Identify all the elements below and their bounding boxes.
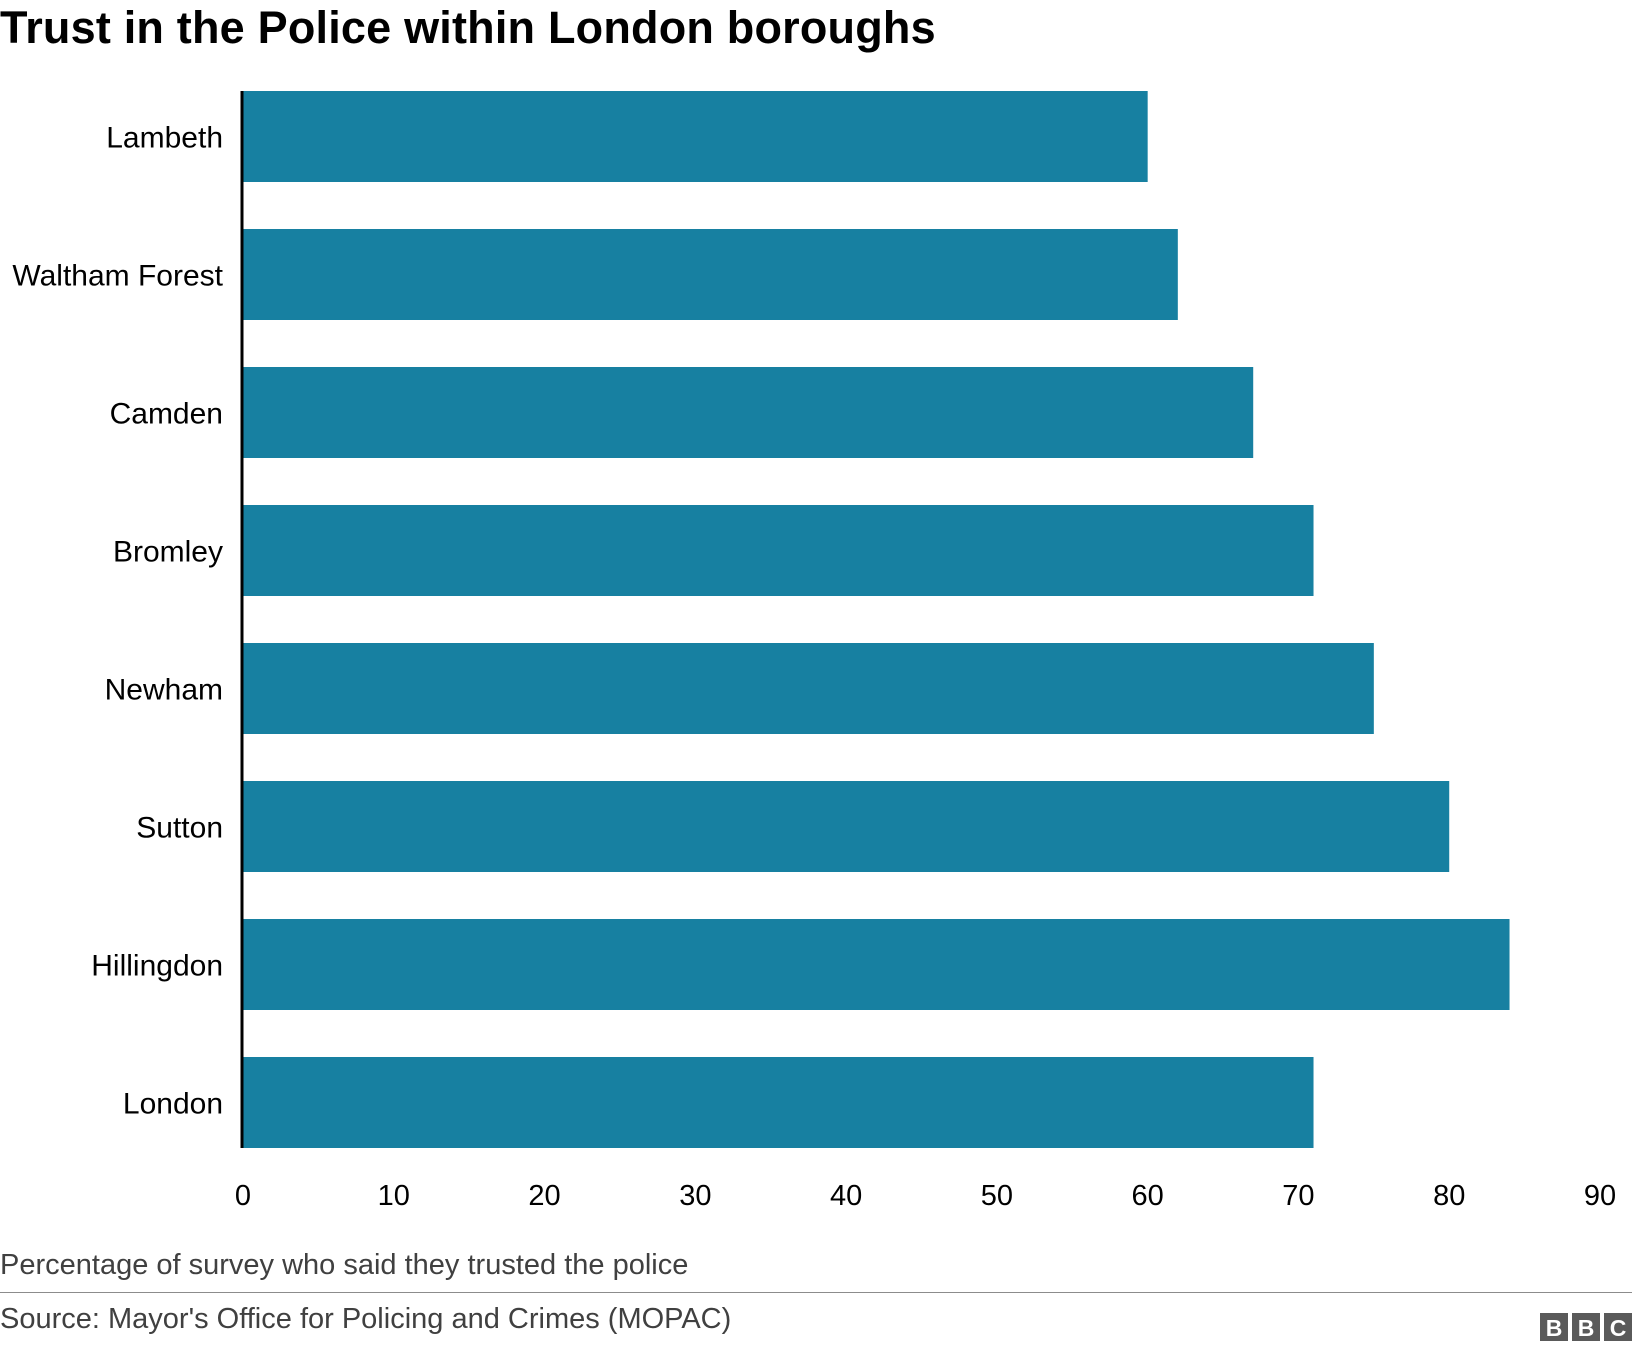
category-label: Newham (105, 674, 223, 707)
logo-letter-2: B (1578, 1315, 1595, 1341)
x-tick-label: 50 (981, 1180, 1013, 1212)
x-tick-label: 10 (378, 1180, 410, 1212)
category-label: Waltham Forest (12, 260, 223, 293)
x-tick-label: 90 (1584, 1180, 1616, 1212)
x-axis-note: Percentage of survey who said they trust… (0, 1249, 689, 1281)
bbc-logo-box-1: B (1540, 1313, 1568, 1341)
bar-sutton (243, 781, 1450, 872)
bar-newham (243, 643, 1374, 734)
footer-divider (0, 1292, 1632, 1293)
chart-title: Trust in the Police within London boroug… (0, 2, 936, 53)
x-tick-labels-group: 0 10 20 30 40 50 60 70 80 90 (235, 1180, 1616, 1212)
bar-waltham-forest (243, 229, 1178, 320)
bbc-logo: B B C (1540, 1313, 1632, 1341)
logo-letter-1: B (1546, 1315, 1563, 1341)
bbc-logo-box-3: C (1604, 1313, 1632, 1341)
x-tick-label: 80 (1433, 1180, 1465, 1212)
category-label: Camden (110, 398, 223, 431)
bar-chart: Lambeth Waltham Forest Camden Bromley Newham… (12, 91, 1616, 1212)
bars-group (243, 91, 1510, 1148)
x-tick-label: 30 (679, 1180, 711, 1212)
bar-camden (243, 367, 1254, 458)
bar-hillingdon (243, 919, 1510, 1010)
x-tick-label: 40 (830, 1180, 862, 1212)
bbc-logo-box-2: B (1572, 1313, 1600, 1341)
x-tick-label: 70 (1282, 1180, 1314, 1212)
category-label: Lambeth (106, 122, 223, 155)
bar-bromley (243, 505, 1314, 596)
category-label: Bromley (113, 536, 223, 569)
category-label: Hillingdon (91, 950, 223, 983)
source-text: Source: Mayor's Office for Policing and … (0, 1303, 732, 1335)
category-label: London (123, 1088, 223, 1121)
category-labels-group: Lambeth Waltham Forest Camden Bromley Newham… (12, 122, 223, 1121)
category-label: Sutton (136, 812, 223, 845)
logo-letter-3: C (1610, 1315, 1627, 1341)
x-tick-label: 0 (235, 1180, 251, 1212)
bar-london (243, 1057, 1314, 1148)
x-tick-label: 20 (528, 1180, 560, 1212)
x-tick-label: 60 (1132, 1180, 1164, 1212)
bar-lambeth (243, 91, 1148, 182)
